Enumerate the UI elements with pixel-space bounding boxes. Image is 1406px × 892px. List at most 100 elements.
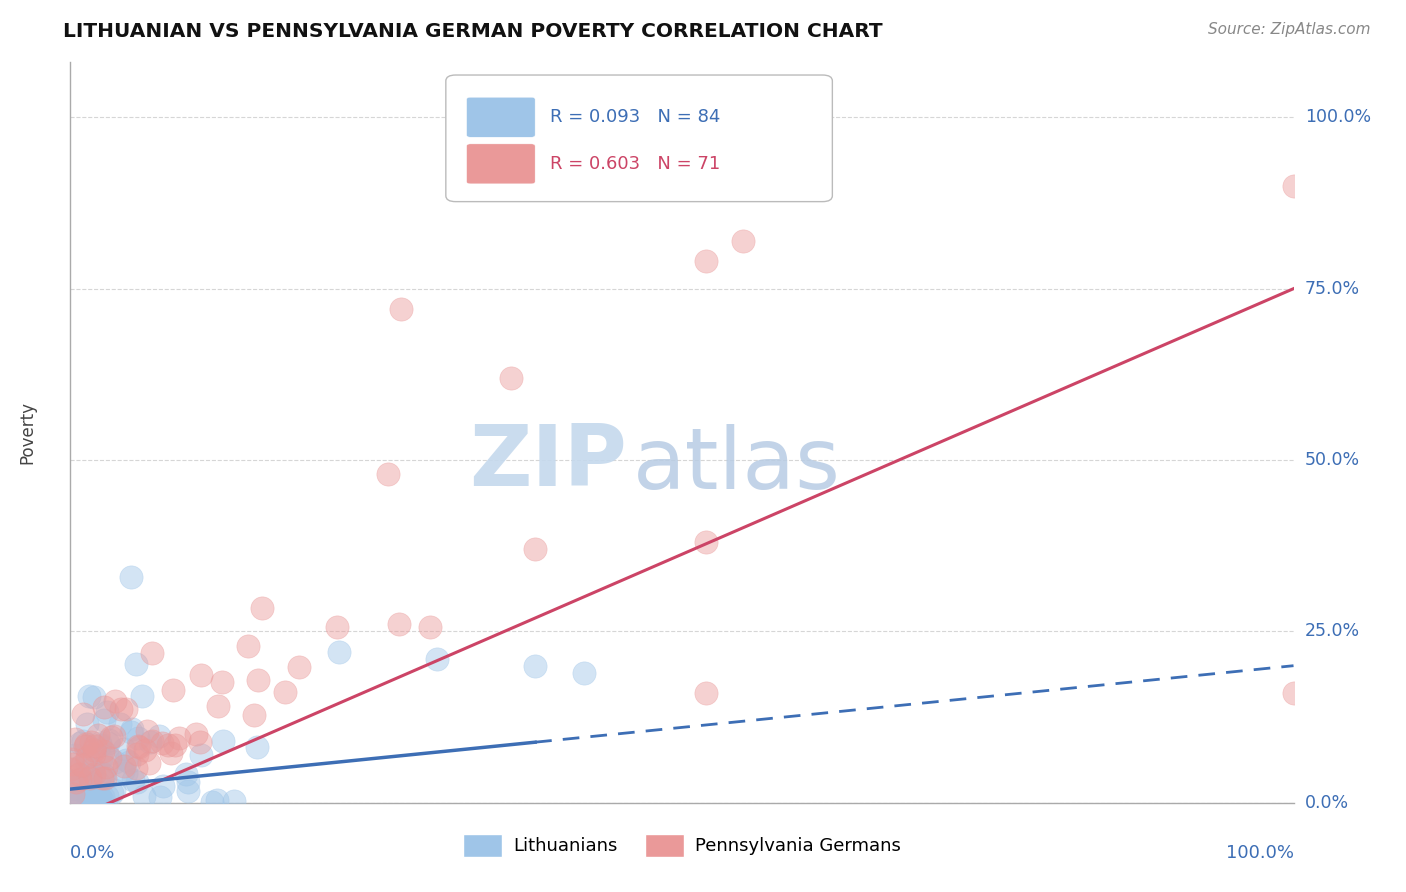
Point <box>91 766 114 780</box>
Point <box>75 756 97 770</box>
Point <box>79 735 101 749</box>
Point <box>141 734 163 748</box>
Text: Poverty: Poverty <box>18 401 37 464</box>
Point <box>419 620 441 634</box>
Point <box>247 673 270 687</box>
Point <box>121 723 143 737</box>
Text: R = 0.093   N = 84: R = 0.093 N = 84 <box>550 108 720 127</box>
Point <box>162 682 184 697</box>
Point <box>120 725 142 739</box>
Point <box>82 794 104 808</box>
Point <box>139 735 162 749</box>
Point <box>159 746 181 760</box>
Point <box>136 723 159 738</box>
Point <box>205 793 228 807</box>
Point <box>97 736 120 750</box>
Point <box>524 658 547 673</box>
Point <box>134 743 156 757</box>
Point <box>83 767 105 781</box>
Point <box>184 727 207 741</box>
Point <box>127 731 149 745</box>
Point <box>82 789 104 803</box>
Text: 0.0%: 0.0% <box>1305 794 1348 812</box>
Point <box>98 751 121 765</box>
Point <box>103 729 125 743</box>
Point <box>190 748 212 763</box>
Point <box>98 732 121 747</box>
Point <box>80 786 103 800</box>
Point <box>499 371 522 385</box>
Point <box>63 772 86 787</box>
Point <box>125 657 148 671</box>
Point <box>157 738 180 752</box>
Point <box>1282 178 1305 193</box>
Point <box>426 652 449 666</box>
Point <box>115 701 138 715</box>
Point <box>90 796 112 810</box>
Point <box>101 786 124 800</box>
Point <box>125 774 148 789</box>
Point <box>90 793 112 807</box>
Point <box>90 751 112 765</box>
Point <box>103 783 125 797</box>
FancyBboxPatch shape <box>467 97 536 137</box>
Point <box>87 775 110 789</box>
Point <box>177 783 200 797</box>
Point <box>69 736 91 750</box>
Point <box>91 744 114 758</box>
Text: 100.0%: 100.0% <box>1226 844 1294 862</box>
Point <box>112 742 135 756</box>
Point <box>75 737 97 751</box>
Text: 0.0%: 0.0% <box>70 844 115 862</box>
Point <box>77 790 100 805</box>
Text: R = 0.603   N = 71: R = 0.603 N = 71 <box>550 155 720 173</box>
Point <box>86 788 108 802</box>
Point <box>207 698 229 713</box>
Point <box>695 535 717 549</box>
Text: 50.0%: 50.0% <box>1305 451 1360 469</box>
Point <box>112 759 135 773</box>
Point <box>86 783 108 797</box>
Point <box>86 795 108 809</box>
Point <box>69 772 91 786</box>
Text: ZIP: ZIP <box>470 421 627 504</box>
Point <box>76 717 98 731</box>
Point <box>104 694 127 708</box>
Point <box>83 742 105 756</box>
Point <box>84 739 107 754</box>
Point <box>96 789 118 803</box>
Text: LITHUANIAN VS PENNSYLVANIA GERMAN POVERTY CORRELATION CHART: LITHUANIAN VS PENNSYLVANIA GERMAN POVERT… <box>63 22 883 41</box>
Point <box>134 789 156 803</box>
FancyBboxPatch shape <box>467 144 536 184</box>
Point <box>250 601 273 615</box>
Point <box>80 762 103 776</box>
Point <box>127 739 149 753</box>
Point <box>72 779 94 793</box>
Point <box>110 702 132 716</box>
Point <box>93 700 115 714</box>
Point <box>60 789 83 804</box>
Point <box>377 467 399 481</box>
Point <box>131 689 153 703</box>
Point <box>125 760 148 774</box>
Point <box>111 764 134 778</box>
Point <box>115 765 138 780</box>
Point <box>1282 686 1305 700</box>
Point <box>224 794 246 808</box>
Point <box>148 729 170 743</box>
Point <box>89 790 111 805</box>
Point <box>211 675 233 690</box>
Point <box>246 739 269 754</box>
Point <box>65 775 87 789</box>
Point <box>82 760 104 774</box>
Point <box>93 714 115 728</box>
Point <box>287 660 309 674</box>
Point <box>73 739 96 753</box>
Point <box>96 706 118 720</box>
Point <box>89 736 111 750</box>
Point <box>167 731 190 746</box>
Point <box>121 569 143 583</box>
Point <box>115 754 138 768</box>
Point <box>96 747 118 761</box>
Point <box>190 667 212 681</box>
